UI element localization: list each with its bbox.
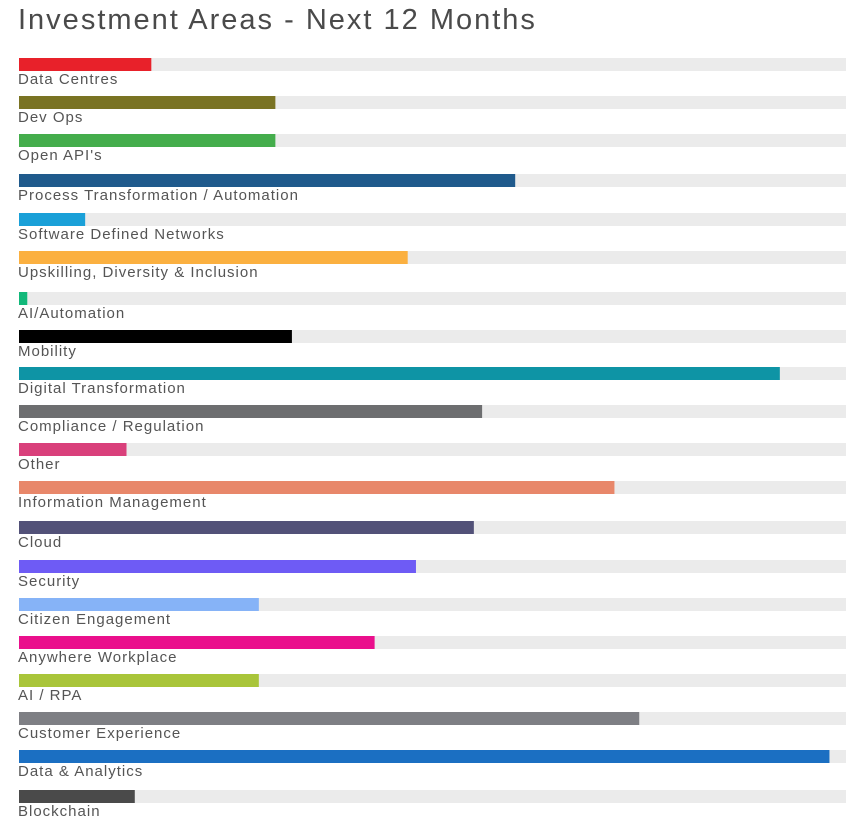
category-label: Other bbox=[18, 456, 61, 473]
bar bbox=[19, 213, 86, 226]
category-label: Digital Transformation bbox=[18, 380, 186, 397]
bar bbox=[19, 790, 135, 803]
category-label: Security bbox=[18, 573, 80, 590]
bar bbox=[19, 134, 276, 147]
category-label: Anywhere Workplace bbox=[18, 649, 177, 666]
category-label: Process Transformation / Automation bbox=[18, 187, 299, 204]
bar bbox=[19, 367, 780, 380]
category-label: Information Management bbox=[18, 494, 207, 511]
bar-track bbox=[19, 213, 846, 226]
bar bbox=[19, 405, 483, 418]
bar bbox=[19, 750, 830, 763]
category-label: Customer Experience bbox=[18, 725, 181, 742]
category-label: Open API's bbox=[18, 147, 103, 164]
bar bbox=[19, 251, 408, 264]
bar bbox=[19, 521, 474, 534]
bar bbox=[19, 674, 259, 687]
bar-track bbox=[19, 292, 846, 305]
category-label: Data Centres bbox=[18, 71, 118, 88]
bar bbox=[19, 96, 276, 109]
bar bbox=[19, 712, 640, 725]
category-label: Software Defined Networks bbox=[18, 226, 225, 243]
bar bbox=[19, 292, 28, 305]
category-label: Citizen Engagement bbox=[18, 611, 171, 628]
category-label: AI / RPA bbox=[18, 687, 82, 704]
bar bbox=[19, 598, 259, 611]
bar bbox=[19, 636, 375, 649]
category-label: Upskilling, Diversity & Inclusion bbox=[18, 264, 259, 281]
bar bbox=[19, 560, 416, 573]
category-label: Blockchain bbox=[18, 803, 101, 820]
category-label: AI/Automation bbox=[18, 305, 125, 322]
category-label: Compliance / Regulation bbox=[18, 418, 204, 435]
category-label: Mobility bbox=[18, 343, 77, 360]
bar-track bbox=[19, 443, 846, 456]
bar bbox=[19, 481, 615, 494]
category-label: Data & Analytics bbox=[18, 763, 143, 780]
chart-title: Investment Areas - Next 12 Months bbox=[18, 4, 537, 36]
category-label: Dev Ops bbox=[18, 109, 83, 126]
bar-track bbox=[19, 58, 846, 71]
bar bbox=[19, 330, 292, 343]
bar bbox=[19, 174, 516, 187]
bar-track bbox=[19, 790, 846, 803]
bar bbox=[19, 58, 152, 71]
category-label: Cloud bbox=[18, 534, 62, 551]
bar bbox=[19, 443, 127, 456]
